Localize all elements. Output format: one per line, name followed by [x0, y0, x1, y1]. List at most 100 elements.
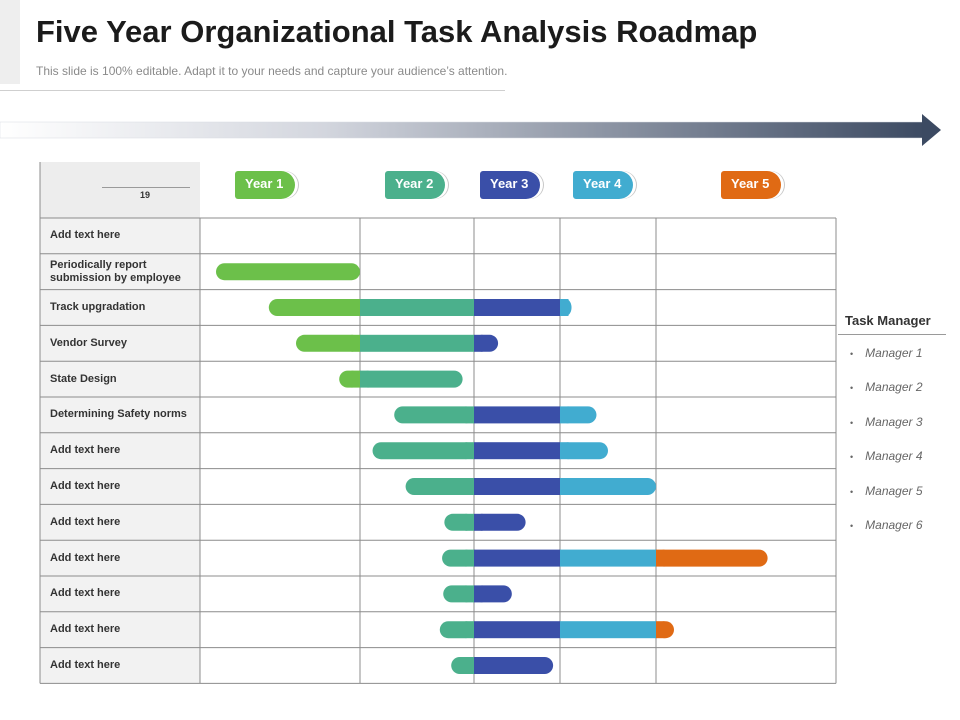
legend-item: • Manager 1 [850, 346, 923, 360]
task-bar [296, 334, 499, 352]
legend-divider [838, 334, 946, 335]
bullet-icon: • [850, 452, 854, 463]
bullet-icon: • [850, 383, 854, 394]
legend-item: • Manager 5 [850, 484, 923, 498]
header-divider [102, 187, 190, 188]
task-bar-segment [372, 442, 474, 460]
task-bar-segment [656, 549, 768, 567]
page-title: Five Year Organizational Task Analysis R… [36, 14, 758, 49]
task-bar-segment [268, 299, 360, 316]
task-bar-segment [474, 334, 483, 352]
legend-item-label: Manager 3 [865, 414, 923, 429]
task-bar-segment [351, 370, 360, 388]
task-bar-segment [465, 549, 474, 567]
task-bar-segment [560, 299, 569, 316]
task-label: Add text here [50, 551, 121, 564]
task-bar-segment [360, 370, 463, 388]
task-bar-segment [360, 299, 474, 316]
label-column-bg [40, 218, 200, 684]
legend-title: Task Manager [845, 313, 931, 328]
legend-item-label: Manager 6 [865, 518, 923, 532]
task-label: Add text here [50, 659, 121, 671]
task-bar [443, 585, 512, 603]
task-label: Track upgradation [50, 301, 146, 313]
task-bar-segment [474, 406, 560, 424]
bullet-icon: • [850, 417, 854, 428]
timeline-arrow [0, 114, 941, 146]
legend-item-label: Manager 1 [865, 346, 923, 360]
task-bar-segment [560, 442, 608, 460]
task-label: Add text here [50, 229, 121, 242]
task-bar-segment [474, 513, 526, 531]
task-bar [216, 263, 360, 281]
task-bar [268, 299, 572, 316]
task-bar [444, 513, 526, 531]
legend-item-label: Manager 5 [865, 483, 923, 498]
task-bar-segment [474, 657, 554, 674]
task-bar-segment [351, 334, 360, 352]
legend-item: • Manager 2 [850, 380, 923, 394]
task-bar-segment [474, 549, 560, 567]
task-bar-segment [560, 406, 597, 424]
year-header-4: Year 4 [573, 171, 634, 199]
task-label: Add text here [50, 480, 121, 492]
task-label: Add text here [50, 515, 121, 528]
task-bar-segment [465, 657, 474, 674]
task-bar-segment [465, 621, 474, 639]
task-bar-segment [296, 334, 360, 352]
task-bar-segment [465, 442, 474, 460]
task-bar-segment [560, 478, 656, 495]
bullet-icon: • [850, 349, 854, 359]
task-bar-segment [474, 442, 560, 460]
task-bar-segment [560, 549, 656, 567]
year-header-5: Year 5 [721, 171, 782, 199]
task-label: Determining Safety norms [50, 408, 187, 421]
legend-item: • Manager 6 [850, 518, 923, 532]
task-bar [394, 406, 597, 424]
task-bar-segment [474, 585, 483, 603]
task-bar-segment [465, 513, 474, 531]
legend-item-label: Manager 2 [865, 380, 923, 395]
task-bar-segment [405, 478, 474, 495]
task-bar [439, 621, 674, 639]
title-divider [0, 90, 505, 91]
bullet-icon: • [850, 486, 854, 497]
task-bar-segment [465, 406, 474, 424]
task-label: State Design [50, 372, 117, 385]
legend-item: • Manager 4 [850, 449, 923, 463]
header-cell [40, 162, 200, 218]
task-bar [372, 442, 608, 460]
task-bar-segment [394, 406, 474, 424]
task-bar-segment [474, 621, 560, 639]
task-bar-segment [439, 621, 474, 639]
task-bar-segment [656, 549, 665, 567]
task-bar-segment [216, 263, 360, 281]
task-bar-segment [465, 478, 474, 495]
timeline-arrow-head [922, 114, 941, 146]
task-bar-segment [474, 585, 512, 603]
legend-item-label: Manager 4 [865, 449, 923, 464]
task-bar-segment [360, 370, 369, 388]
year-header-2: Year 2 [385, 171, 446, 199]
task-label: Add text here [50, 444, 121, 457]
task-bar [405, 478, 656, 495]
task-bar-segment [474, 513, 483, 531]
year-header-1: Year 1 [235, 171, 296, 199]
task-label: Add text here [50, 623, 121, 636]
task-label: Add text here [50, 587, 121, 600]
task-bar-segment [474, 299, 560, 316]
task-bar-segment [560, 406, 569, 424]
legend-item: • Manager 3 [850, 415, 923, 429]
title-accent-bar [0, 0, 20, 84]
task-bar-segment [474, 657, 483, 674]
page-subtitle: This slide is 100% editable. Adapt it to… [36, 64, 508, 78]
year-header-3: Year 3 [480, 171, 541, 199]
task-bar [442, 549, 768, 567]
task-bar-segment [656, 621, 665, 639]
task-bar-segment [560, 478, 569, 495]
task-bar-segment [560, 621, 656, 639]
task-label: Vendor Survey [50, 336, 128, 349]
task-bar-segment [351, 299, 360, 316]
task-bar-segment [360, 334, 474, 352]
